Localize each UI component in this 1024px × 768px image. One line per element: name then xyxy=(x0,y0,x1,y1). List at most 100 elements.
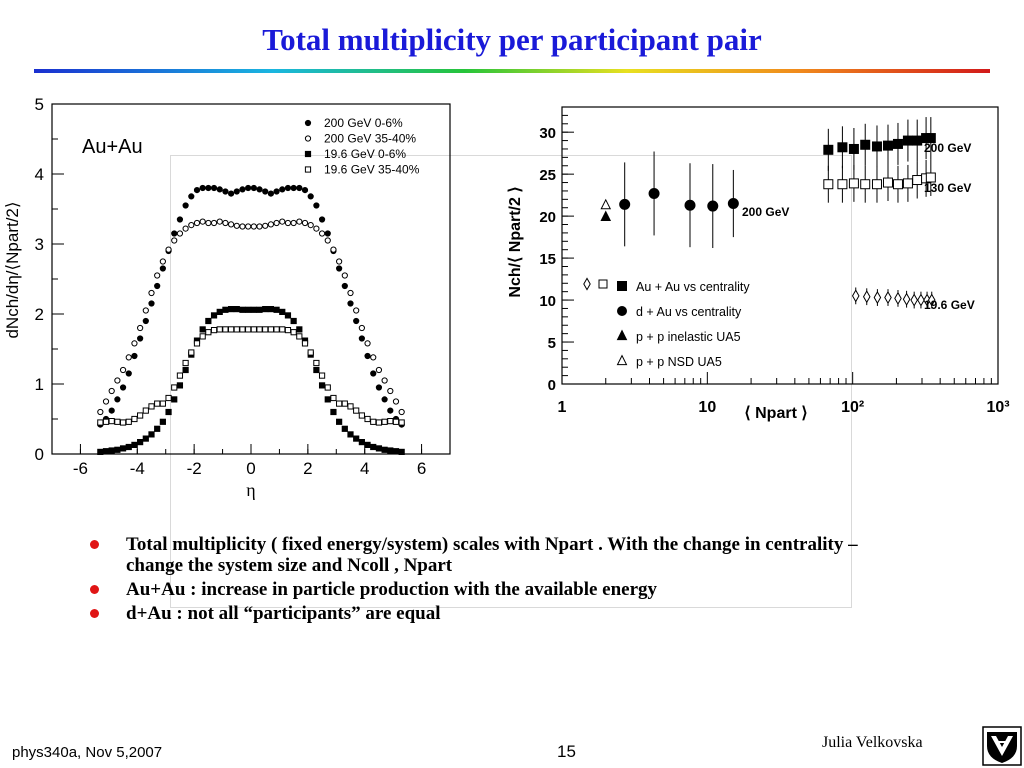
data-point xyxy=(290,329,297,336)
data-point xyxy=(216,218,223,225)
footer-author: Julia Velkovska xyxy=(822,734,923,751)
data-point xyxy=(600,210,612,222)
data-point xyxy=(102,448,110,455)
data-point xyxy=(262,222,269,229)
bullet-dot-icon xyxy=(90,609,99,618)
x-tick-label: 0 xyxy=(246,459,255,478)
data-point xyxy=(193,219,201,227)
data-point xyxy=(882,177,893,188)
series-open-square xyxy=(97,326,405,426)
x-tick-label: 10³ xyxy=(986,399,1009,416)
data-point xyxy=(137,335,144,342)
data-point xyxy=(125,443,132,451)
legend-marker-open-square xyxy=(598,279,608,289)
y-tick-label: 0 xyxy=(35,445,44,464)
legend-marker xyxy=(304,119,312,127)
data-point xyxy=(912,135,923,146)
data-point xyxy=(148,431,155,438)
data-point xyxy=(256,186,263,193)
x-tick-label: -6 xyxy=(73,459,88,478)
data-point xyxy=(341,282,348,290)
y-tick-label: 2 xyxy=(35,305,44,324)
data-point xyxy=(267,221,274,228)
legend-entry: 200 GeV 35-40% xyxy=(324,132,416,146)
legend-marker-diamond xyxy=(583,277,591,291)
legend-marker xyxy=(617,306,627,316)
legend-entry: p + p inelastic UA5 xyxy=(636,330,741,344)
data-point xyxy=(364,340,371,347)
energy-annotation: 200 GeV xyxy=(924,141,971,155)
legend-entry: 19.6 GeV 0-6% xyxy=(324,147,406,161)
data-point xyxy=(882,140,893,151)
data-point xyxy=(892,138,903,149)
data-point xyxy=(210,184,218,192)
energy-annotation: 130 GeV xyxy=(924,181,971,195)
data-point xyxy=(296,333,303,340)
data-point xyxy=(108,387,115,395)
data-point xyxy=(108,447,115,454)
data-point xyxy=(256,223,263,230)
data-point xyxy=(279,186,286,193)
series-open-square xyxy=(823,159,936,203)
data-point xyxy=(262,188,269,195)
data-point xyxy=(336,418,343,425)
series-open-diamond xyxy=(851,287,936,309)
data-point xyxy=(159,418,166,425)
data-point xyxy=(313,366,320,374)
data-point xyxy=(860,139,871,150)
data-point xyxy=(387,407,394,414)
data-point xyxy=(381,446,388,453)
plot-frame xyxy=(561,106,999,385)
data-point xyxy=(387,387,394,395)
data-point xyxy=(860,179,871,190)
bullet-dot-icon xyxy=(90,540,99,549)
data-point xyxy=(301,187,309,194)
data-point xyxy=(125,370,132,377)
y-tick-label: 15 xyxy=(539,251,556,268)
bullet-dot-icon xyxy=(90,585,99,594)
data-point xyxy=(902,135,913,146)
data-point xyxy=(398,448,405,455)
bullet-text: Au+Au : increase in particle production … xyxy=(126,579,658,600)
data-point xyxy=(142,307,149,314)
data-point xyxy=(330,394,337,402)
data-point xyxy=(823,179,834,190)
data-point xyxy=(925,172,936,183)
data-point xyxy=(848,143,859,154)
legend-entry: 200 GeV 0-6% xyxy=(324,116,403,130)
data-point xyxy=(205,317,212,325)
data-point xyxy=(884,290,892,305)
data-point xyxy=(182,359,189,367)
data-point xyxy=(347,403,354,410)
data-point xyxy=(239,186,246,193)
data-point xyxy=(119,445,127,452)
data-point xyxy=(228,190,235,197)
footer-page-number: 15 xyxy=(557,742,576,761)
data-point xyxy=(313,202,320,209)
data-point xyxy=(392,398,400,405)
data-point xyxy=(301,340,309,347)
data-point xyxy=(370,370,377,377)
energy-annotation: 200 GeV xyxy=(742,205,789,219)
chart-left-ylabel: dNch/dη/⟨Npart/2⟩ xyxy=(3,201,22,338)
data-point xyxy=(165,246,172,253)
data-point xyxy=(182,366,189,374)
y-tick-label: 1 xyxy=(35,375,44,394)
data-point xyxy=(228,221,235,228)
legend-marker xyxy=(304,150,312,158)
data-point xyxy=(176,216,184,223)
data-point xyxy=(375,384,383,391)
slide-title: Total multiplicity per participant pair xyxy=(262,22,762,57)
data-point xyxy=(137,324,144,332)
bullet-list: Total multiplicity ( fixed energy/system… xyxy=(90,534,910,627)
data-point xyxy=(381,396,388,403)
data-point xyxy=(862,290,871,304)
data-point xyxy=(358,439,365,446)
data-point xyxy=(318,230,326,237)
chart-right-xlabel: ⟨ Npart ⟩ xyxy=(744,405,807,422)
bullet-text: Total multiplicity ( fixed energy/system… xyxy=(126,534,858,576)
data-point xyxy=(159,400,166,407)
data-point xyxy=(892,179,903,190)
data-point xyxy=(114,396,121,403)
data-point xyxy=(290,219,297,227)
